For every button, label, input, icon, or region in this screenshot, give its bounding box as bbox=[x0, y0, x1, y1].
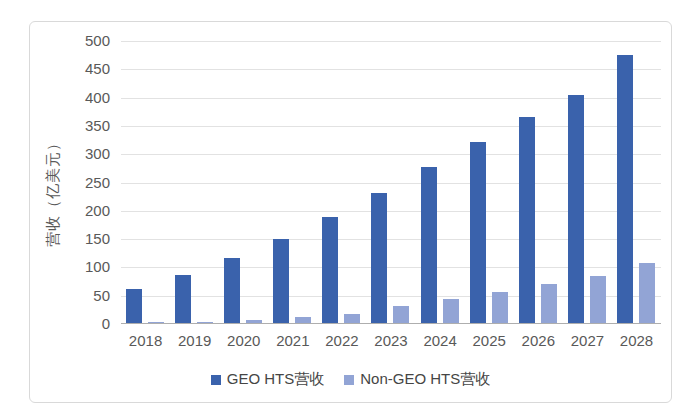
y-tick-300: 300 bbox=[30, 146, 110, 162]
y-tick-200: 200 bbox=[30, 203, 110, 219]
bar-geo-2019 bbox=[175, 275, 191, 324]
y-axis-ticks: 0 50 100 150 200 250 300 350 400 450 500 bbox=[30, 22, 114, 404]
bar-geo-2018 bbox=[126, 289, 142, 324]
x-label-2022: 2022 bbox=[317, 331, 366, 351]
bar-geo-2024 bbox=[421, 167, 437, 324]
bar-group-2028 bbox=[612, 41, 661, 324]
bar-geo-2025 bbox=[470, 142, 486, 324]
bar-group-2019 bbox=[170, 41, 219, 324]
bar-nongeo-2027 bbox=[590, 276, 606, 324]
x-label-2026: 2026 bbox=[514, 331, 563, 351]
bar-group-2020 bbox=[219, 41, 268, 324]
x-label-2024: 2024 bbox=[416, 331, 465, 351]
x-label-2027: 2027 bbox=[563, 331, 612, 351]
y-tick-450: 450 bbox=[30, 61, 110, 77]
y-tick-250: 250 bbox=[30, 175, 110, 191]
bar-geo-2028 bbox=[617, 55, 633, 324]
x-label-2023: 2023 bbox=[366, 331, 415, 351]
bar-group-2027 bbox=[563, 41, 612, 324]
bar-geo-2021 bbox=[273, 239, 289, 324]
y-tick-0: 0 bbox=[30, 316, 110, 332]
bar-geo-2023 bbox=[371, 193, 387, 324]
bar-geo-2022 bbox=[322, 217, 338, 324]
bar-geo-2027 bbox=[568, 95, 584, 324]
y-tick-50: 50 bbox=[30, 288, 110, 304]
y-tick-400: 400 bbox=[30, 90, 110, 106]
bar-group-2023 bbox=[366, 41, 415, 324]
y-tick-350: 350 bbox=[30, 118, 110, 134]
bar-nongeo-2023 bbox=[393, 306, 409, 324]
bar-nongeo-2028 bbox=[639, 263, 655, 324]
legend-swatch-icon bbox=[344, 375, 354, 385]
bar-nongeo-2026 bbox=[541, 284, 557, 324]
legend-label: GEO HTS营收 bbox=[227, 370, 325, 389]
x-label-2025: 2025 bbox=[465, 331, 514, 351]
y-tick-500: 500 bbox=[30, 33, 110, 49]
legend-swatch-icon bbox=[211, 375, 221, 385]
x-label-2020: 2020 bbox=[219, 331, 268, 351]
bar-group-2018 bbox=[121, 41, 170, 324]
bar-group-2022 bbox=[317, 41, 366, 324]
legend-item-nongeo: Non-GEO HTS营收 bbox=[344, 370, 490, 389]
bar-geo-2026 bbox=[519, 117, 535, 324]
bar-group-2026 bbox=[514, 41, 563, 324]
x-axis-line bbox=[121, 323, 661, 324]
y-tick-150: 150 bbox=[30, 231, 110, 247]
x-label-2018: 2018 bbox=[121, 331, 170, 351]
x-label-2021: 2021 bbox=[268, 331, 317, 351]
bar-geo-2020 bbox=[224, 258, 240, 324]
chart-frame: 营收（亿美元） 050100150200250300350400450500 2… bbox=[29, 21, 672, 403]
chart-canvas: 营收（亿美元） 050100150200250300350400450500 2… bbox=[0, 0, 699, 420]
bar-group-2021 bbox=[268, 41, 317, 324]
y-tick-100: 100 bbox=[30, 259, 110, 275]
legend-label: Non-GEO HTS营收 bbox=[360, 370, 490, 389]
bar-group-2025 bbox=[465, 41, 514, 324]
bar-nongeo-2024 bbox=[443, 299, 459, 324]
x-label-2028: 2028 bbox=[612, 331, 661, 351]
bar-groups bbox=[121, 41, 661, 324]
plot-area bbox=[121, 41, 661, 324]
chart-legend: GEO HTS营收 Non-GEO HTS营收 bbox=[30, 370, 671, 389]
bar-group-2024 bbox=[416, 41, 465, 324]
x-axis-labels: 2018201920202021202220232024202520262027… bbox=[121, 331, 661, 351]
x-label-2019: 2019 bbox=[170, 331, 219, 351]
legend-item-geo: GEO HTS营收 bbox=[211, 370, 325, 389]
bar-nongeo-2025 bbox=[492, 292, 508, 324]
